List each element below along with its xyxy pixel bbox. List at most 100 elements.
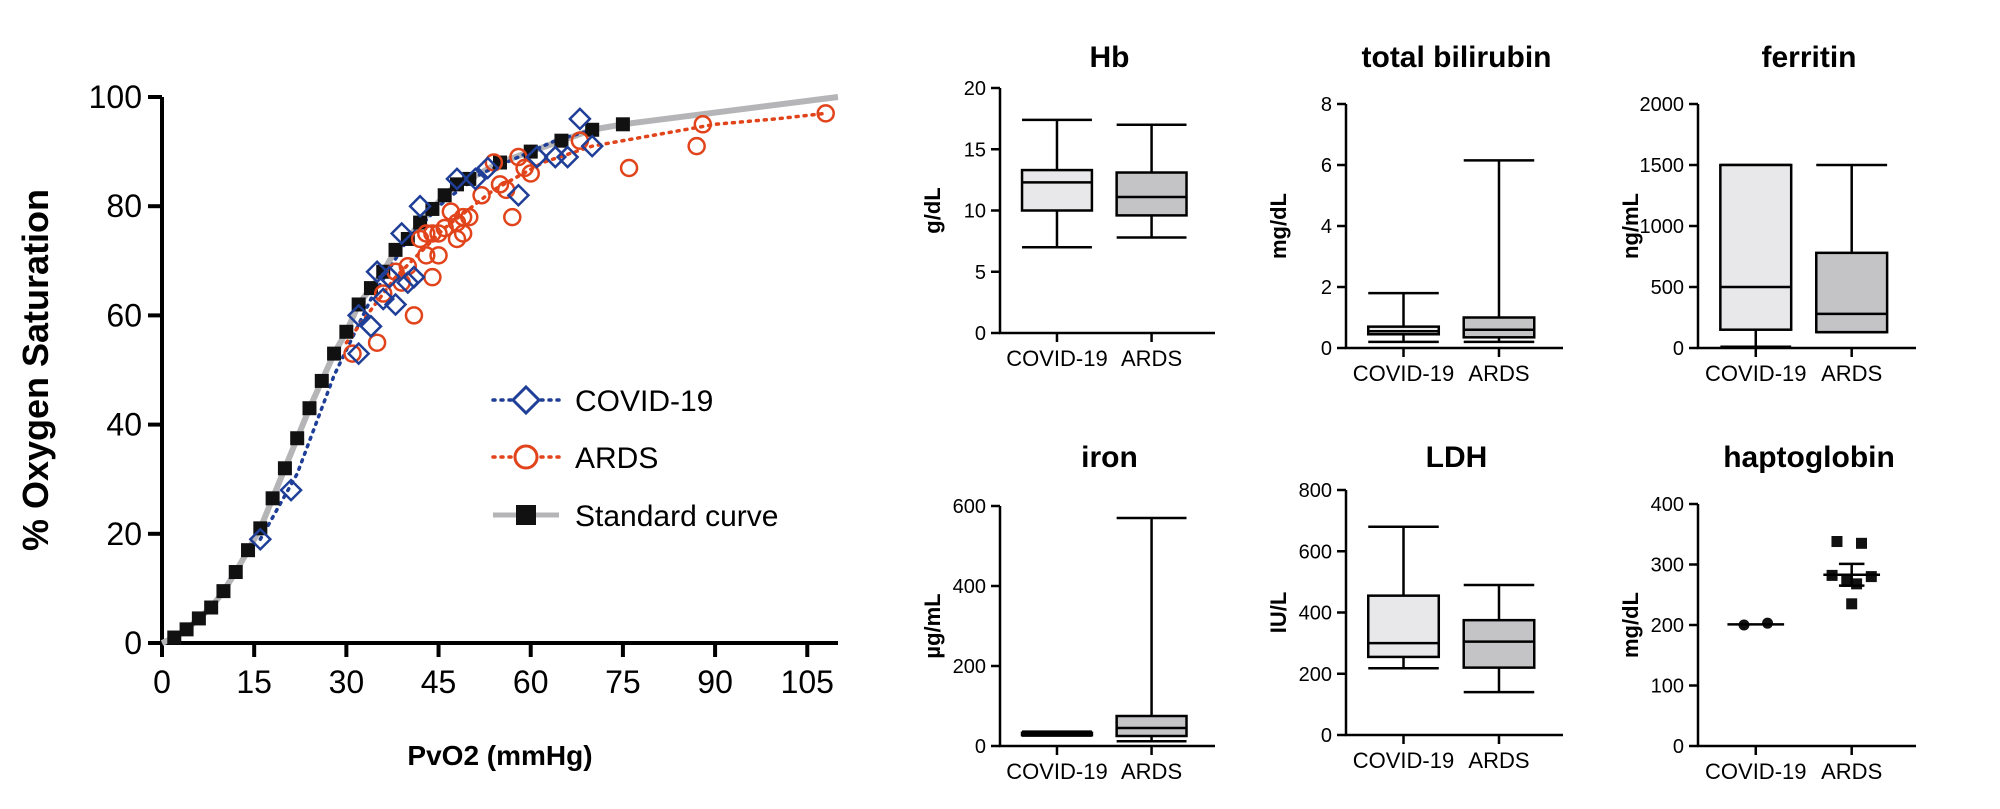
legend-covid-marker <box>510 384 542 416</box>
hapto-y-tick-label: 100 <box>1651 676 1684 698</box>
odc-legend: COVID-19 ARDS Standard curve <box>491 384 778 533</box>
ards-point <box>503 207 522 227</box>
data-point <box>1841 575 1853 587</box>
ferritin-category-label: COVID-19 <box>1705 361 1806 386</box>
iron-y-tick-label: 400 <box>953 576 986 598</box>
ferritin-panel: ferritin ng/mL 0 500 1000 1500 2000 COVID-19 ARD… <box>1618 41 1916 386</box>
data-point <box>1865 571 1877 583</box>
ferritin-y-tick-label: 500 <box>1651 277 1684 299</box>
data-point <box>1846 598 1858 610</box>
hapto-y-axis-label: mg/dL <box>1618 592 1643 658</box>
ferritin-title: ferritin <box>1761 41 1856 74</box>
ards-point <box>343 344 362 363</box>
odc-x-axis-label: PvO2 (mmHg) <box>407 740 592 771</box>
ards-point <box>472 186 491 205</box>
ards-point <box>429 246 448 265</box>
box-iqr <box>1719 163 1793 331</box>
bili-y-tick-label: 8 <box>1321 94 1332 116</box>
iron-title: iron <box>1081 441 1138 474</box>
odc-x-tick-label: 0 <box>153 664 171 700</box>
covid-point <box>359 314 383 339</box>
covid-point <box>279 478 303 502</box>
hapto-title: haptoglobin <box>1723 441 1895 474</box>
box-iqr <box>1462 618 1536 669</box>
iron-y-tick-label: 0 <box>975 736 986 758</box>
hb-box-ards <box>1115 123 1188 239</box>
standard-curve-point <box>204 600 219 615</box>
covid-point <box>248 527 273 552</box>
hapto-y-tick-label: 400 <box>1651 494 1684 516</box>
hb-y-tick-label: 15 <box>964 139 986 161</box>
standard-curve-point <box>437 188 452 203</box>
ldh-y-axis-label: IU/L <box>1266 592 1291 634</box>
covid-point <box>365 259 389 284</box>
iron-y-tick-label: 600 <box>953 496 986 518</box>
ferritin-y-axis-label: ng/mL <box>1618 193 1643 259</box>
hb-y-tick-label: 20 <box>964 78 986 100</box>
iron-y-tick-label: 200 <box>953 656 986 678</box>
hapto-y-tick-label: 0 <box>1673 736 1684 758</box>
standard-curve-point <box>290 431 305 446</box>
bili-box-covid <box>1366 291 1441 344</box>
ards-point <box>693 115 713 134</box>
ldh-category-label: COVID-19 <box>1353 748 1454 773</box>
covid-fit-line <box>258 128 594 542</box>
standard-curve-point <box>462 171 477 186</box>
odc-x-tick-label: 30 <box>329 664 365 700</box>
box-iqr <box>1366 594 1441 659</box>
standard-curve-point <box>314 373 329 388</box>
legend-standard-label: Standard curve <box>575 500 778 533</box>
ards-fit-line <box>344 111 828 345</box>
hapto-group-ards <box>1823 536 1881 610</box>
ards-point <box>429 224 448 243</box>
iron-category-label: COVID-19 <box>1006 759 1107 784</box>
hapto-group-covid <box>1727 617 1785 631</box>
legend-standard-marker <box>516 505 536 525</box>
odc-y-tick-label: 60 <box>106 297 142 333</box>
covid-point <box>525 145 549 169</box>
data-point <box>1856 537 1867 549</box>
covid-point <box>475 156 500 180</box>
ards-point <box>460 207 479 227</box>
ferritin-category-label: ARDS <box>1821 361 1882 386</box>
odc-y-tick-label: 80 <box>106 188 142 224</box>
ards-point <box>453 224 473 243</box>
bili-y-tick-label: 6 <box>1321 155 1332 177</box>
hb-category-label: ARDS <box>1121 346 1182 371</box>
covid-point <box>402 265 426 289</box>
covid-point <box>555 145 580 169</box>
data-point <box>1831 536 1843 548</box>
standard-curve-point <box>167 630 182 645</box>
standard-curve-point <box>265 491 280 506</box>
odc-chart: 0 20 40 60 80 100 0 15 30 45 60 75 90 105 PvO2 (mmHg)%… <box>15 79 839 771</box>
ldh-panel: LDH IU/L 0 200 400 600 800 COVID-19 ARDS <box>1266 441 1563 773</box>
hapto-category-label: ARDS <box>1821 759 1882 784</box>
covid-point <box>506 183 531 208</box>
covid-point <box>371 287 396 311</box>
ldh-box-covid <box>1366 525 1441 670</box>
standard-curve-point <box>449 177 464 192</box>
ldh-y-tick-label: 0 <box>1321 725 1332 747</box>
ldh-category-label: ARDS <box>1468 748 1529 773</box>
odc-y-tick-label: 40 <box>106 407 142 443</box>
standard-curve-point <box>554 133 569 148</box>
hb-y-tick-label: 10 <box>964 201 986 223</box>
covid-point <box>346 303 371 328</box>
covid-point <box>346 341 371 366</box>
ldh-y-tick-label: 800 <box>1299 480 1332 502</box>
odc-x-tick-label: 105 <box>781 664 834 700</box>
iron-panel: iron µg/mL 0 200 400 600 COVID-19 ARDS <box>920 441 1215 784</box>
odc-y-tick-label: 100 <box>89 79 142 115</box>
hapto-y-tick-label: 200 <box>1651 615 1684 637</box>
box-iqr <box>1815 251 1889 334</box>
ldh-y-tick-label: 400 <box>1299 603 1332 625</box>
ards-point <box>423 267 442 287</box>
bili-y-tick-label: 0 <box>1321 338 1332 360</box>
standard-curve-point <box>179 622 194 637</box>
odc-y-tick-label: 0 <box>124 625 142 661</box>
ferritin-y-tick-label: 1500 <box>1640 155 1685 177</box>
ards-point <box>367 333 387 352</box>
ards-point <box>417 246 436 265</box>
ferritin-box-ards <box>1815 163 1889 334</box>
